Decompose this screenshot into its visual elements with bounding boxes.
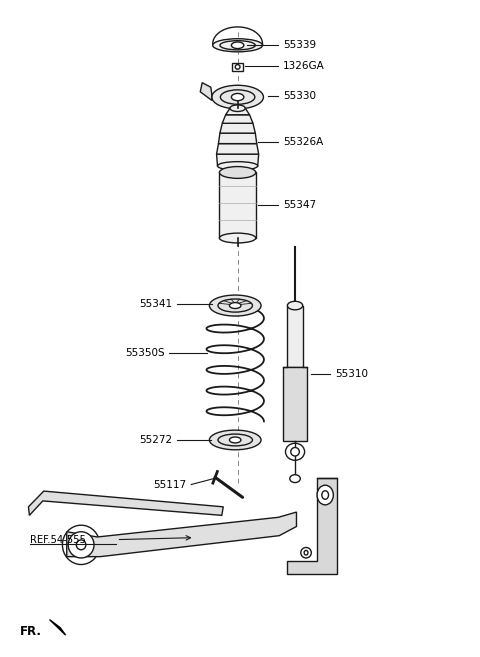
Ellipse shape [209, 430, 261, 450]
Text: 1326GA: 1326GA [283, 61, 325, 71]
Ellipse shape [322, 491, 328, 499]
Polygon shape [226, 108, 250, 115]
Ellipse shape [219, 167, 256, 178]
Ellipse shape [62, 525, 100, 564]
Ellipse shape [230, 105, 245, 112]
Ellipse shape [317, 485, 333, 505]
Polygon shape [49, 620, 66, 635]
Bar [232, 63, 243, 70]
Polygon shape [216, 154, 259, 166]
Ellipse shape [213, 39, 263, 52]
Ellipse shape [231, 42, 244, 49]
Text: 55310: 55310 [335, 369, 368, 379]
Ellipse shape [68, 532, 94, 558]
Text: 55347: 55347 [283, 200, 316, 210]
Text: 55326A: 55326A [283, 137, 324, 147]
Ellipse shape [235, 64, 240, 69]
Text: 55341: 55341 [139, 299, 172, 309]
Ellipse shape [218, 434, 252, 446]
Polygon shape [200, 83, 212, 101]
Ellipse shape [220, 41, 255, 50]
Ellipse shape [231, 93, 244, 101]
Ellipse shape [286, 443, 305, 461]
Text: REF.54-555: REF.54-555 [30, 535, 86, 545]
Polygon shape [287, 478, 336, 574]
Ellipse shape [229, 437, 241, 443]
Polygon shape [222, 115, 253, 124]
Bar [283, 367, 308, 442]
Ellipse shape [301, 547, 312, 558]
Ellipse shape [217, 162, 258, 170]
Text: 55339: 55339 [283, 40, 316, 51]
Text: 55272: 55272 [139, 435, 172, 445]
Bar [288, 306, 303, 367]
Polygon shape [67, 512, 297, 556]
Ellipse shape [229, 303, 241, 309]
Ellipse shape [219, 233, 256, 243]
Ellipse shape [209, 295, 261, 316]
Polygon shape [220, 124, 255, 133]
Text: FR.: FR. [20, 625, 42, 638]
Ellipse shape [304, 551, 308, 555]
Text: 55350S: 55350S [125, 348, 164, 359]
Ellipse shape [290, 475, 300, 483]
Polygon shape [216, 144, 259, 154]
Ellipse shape [288, 302, 303, 310]
Ellipse shape [76, 540, 86, 550]
Bar [219, 173, 256, 238]
Polygon shape [218, 133, 257, 144]
Ellipse shape [291, 447, 300, 456]
Ellipse shape [212, 85, 264, 109]
Polygon shape [28, 491, 223, 515]
Ellipse shape [218, 299, 252, 312]
Text: 55117: 55117 [153, 480, 186, 489]
Text: 55330: 55330 [283, 91, 316, 101]
Ellipse shape [220, 90, 255, 104]
